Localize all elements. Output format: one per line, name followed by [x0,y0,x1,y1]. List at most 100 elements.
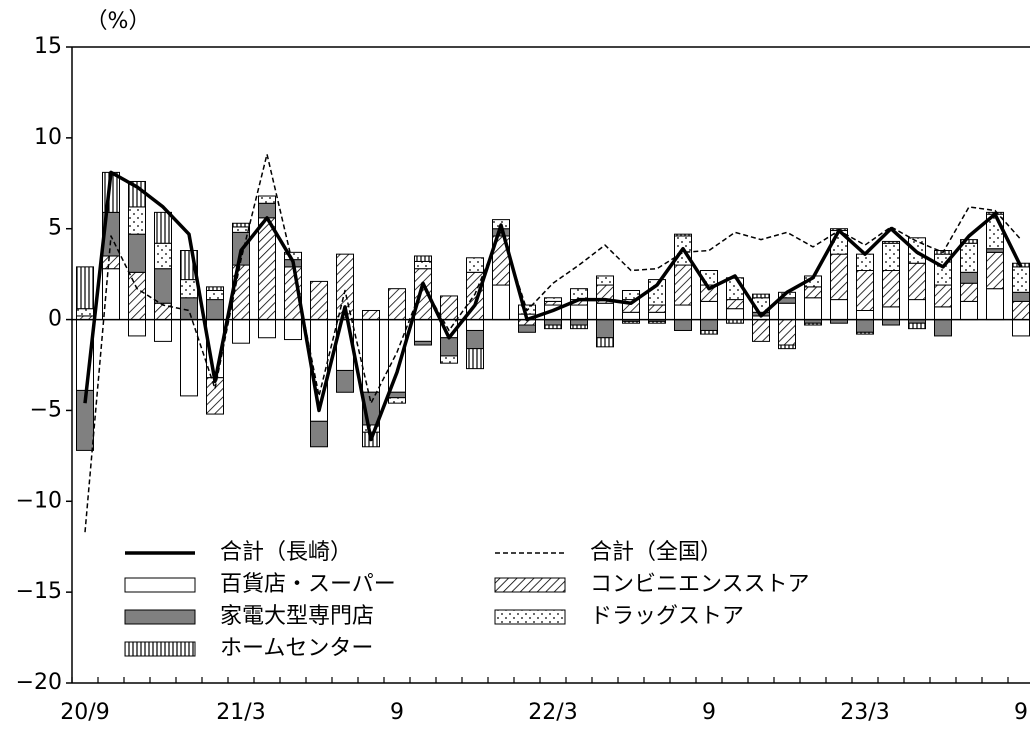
bar [856,253,874,272]
bar [700,300,718,321]
x-tick-label: 22/3 [528,700,577,725]
bar [934,306,952,321]
bar [934,284,952,308]
bar [882,242,900,272]
bar [882,306,900,321]
bar [466,329,484,350]
bar [986,251,1004,290]
bar [466,348,484,370]
bar [570,304,588,321]
bar [154,268,172,304]
bar [570,324,588,330]
bar [310,420,328,448]
bar [258,202,276,219]
bar [544,300,562,306]
legend-label: 家電大型専門店 [220,604,374,629]
bar [310,280,328,321]
bar [206,286,224,291]
bar [388,391,406,399]
bar [1012,300,1030,321]
bar [414,319,432,342]
bar [908,299,926,321]
bar [466,257,484,273]
bar [856,319,874,333]
line-series [84,153,1022,533]
bar [726,308,744,321]
legend-swatch [494,577,566,593]
bar [830,299,848,321]
legend-swatch [494,609,566,625]
bar [778,302,796,321]
y-tick-label: −10 [16,488,62,513]
y-tick-label: −5 [30,397,62,422]
bar [414,260,432,270]
bar [908,262,926,301]
bar [544,324,562,330]
bar [1012,266,1030,293]
x-tick-label: 20/9 [60,700,109,725]
bar [180,279,198,299]
y-tick-label: 0 [48,307,62,332]
bar [154,211,172,244]
bar [258,319,276,339]
bar [232,222,250,228]
bar [388,397,406,404]
bar [596,302,614,321]
bar [1012,319,1030,337]
bar [622,289,640,301]
bar [232,226,250,233]
bar [804,286,822,299]
legend-label: コンビニエンスストア [590,572,810,597]
bar [648,304,666,313]
x-tick-label: 23/3 [840,700,889,725]
bar [570,319,588,326]
bar [882,319,900,326]
legend-swatch [124,609,196,625]
y-tick-label: 15 [34,34,62,59]
legend-label: ホームセンター [220,636,373,661]
bar [466,319,484,331]
bar [128,319,146,337]
bar [934,319,952,337]
bar [830,253,848,301]
bar [414,255,432,262]
y-tick-label: 10 [34,125,62,150]
bar [960,239,978,244]
bar [856,331,874,335]
legend-swatch [124,641,196,657]
bar [882,270,900,308]
bar [882,240,900,244]
bar [180,297,198,321]
bar [1012,291,1030,302]
bar [206,377,224,415]
bar [232,319,250,344]
bar [128,233,146,273]
bar [258,195,276,204]
bar [752,319,770,342]
bar [648,311,666,321]
bar [960,300,978,321]
bar [622,320,640,324]
bar [960,242,978,273]
bar [362,319,380,393]
legend-label: ドラッグストア [590,604,744,629]
bar [908,322,926,330]
bar [778,344,796,350]
bar [986,288,1004,321]
line-series [83,170,1023,442]
bar [128,271,146,321]
y-unit: （%） [86,9,151,34]
bar [674,264,692,306]
x-tick-label: 21/3 [216,700,265,725]
bar [544,319,562,326]
bar [492,284,510,321]
bar [154,319,172,342]
bar [284,319,302,341]
y-tick-label: −20 [16,670,62,695]
legend-label: 合計（長崎） [220,540,352,565]
bar [674,233,692,237]
bar [440,355,458,364]
bar [128,206,146,235]
bar [76,308,94,317]
